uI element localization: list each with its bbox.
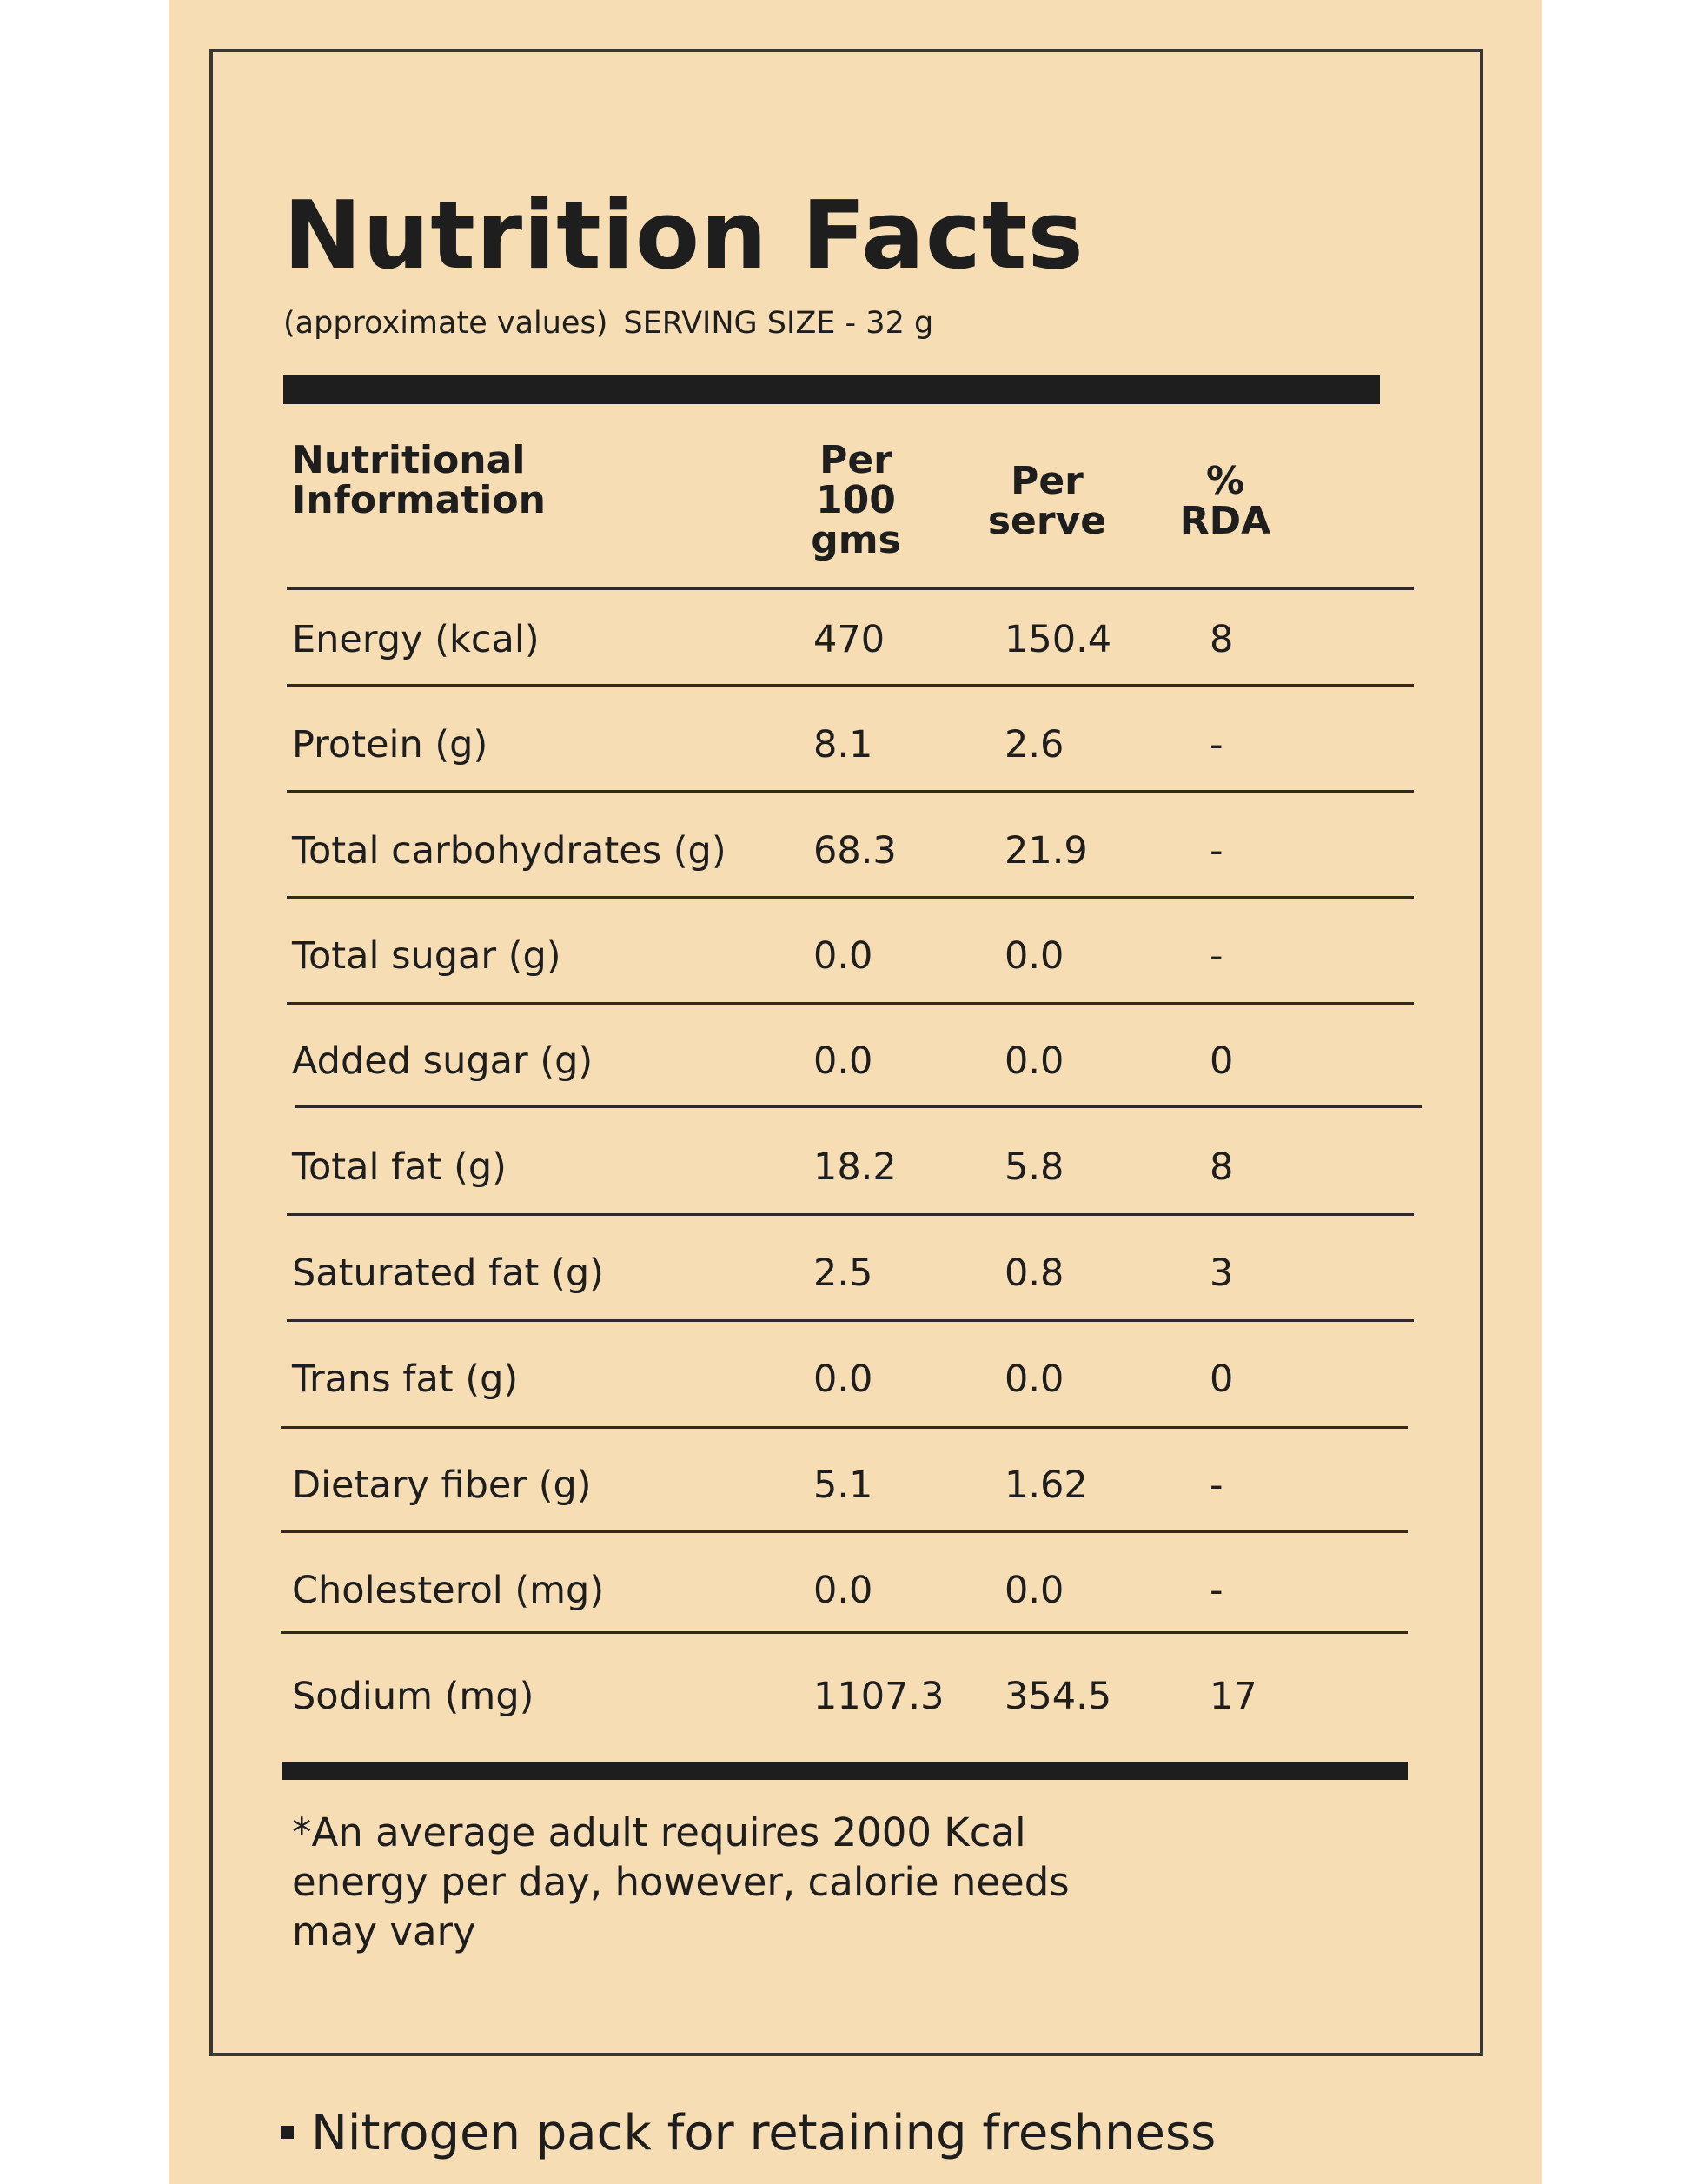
serving-info: (approximate values) SERVING SIZE - 32 g xyxy=(283,309,933,339)
value-per-100: 8.1 xyxy=(813,723,873,767)
value-rda: 8 xyxy=(1210,1145,1234,1189)
nutrient-name: Saturated fat (g) xyxy=(292,1251,604,1295)
value-per-100: 68.3 xyxy=(813,829,897,873)
value-rda: - xyxy=(1210,829,1223,873)
value-per-serve: 1.62 xyxy=(1005,1464,1088,1507)
value-per-100: 0.0 xyxy=(813,1358,873,1401)
header-nutritional-information: Nutritional Information xyxy=(292,441,553,521)
value-per-serve: 0.0 xyxy=(1005,1358,1064,1401)
nutrition-facts-title: Nutrition Facts xyxy=(283,182,1084,290)
header-name-text: Nutritional Information xyxy=(292,438,546,522)
value-per-100: 0.0 xyxy=(813,1569,873,1612)
table-row: Sodium (mg) 1107.3 354.5 17 xyxy=(287,1644,1416,1749)
table-row: Cholesterol (mg) 0.0 0.0 - xyxy=(287,1538,1416,1643)
product-info-panel xyxy=(169,0,1542,2184)
nutrient-name: Total sugar (g) xyxy=(292,934,561,978)
table-row: Total carbohydrates (g) 68.3 21.9 - xyxy=(287,799,1416,903)
row-divider xyxy=(295,1105,1422,1108)
value-per-serve: 0.8 xyxy=(1005,1251,1064,1295)
nutrient-name: Added sugar (g) xyxy=(292,1039,594,1083)
value-rda: - xyxy=(1210,723,1223,767)
nutrient-name: Dietary fiber (g) xyxy=(292,1464,592,1507)
nutrition-label-frame xyxy=(209,49,1483,2056)
value-per-serve: 0.0 xyxy=(1005,1569,1064,1612)
value-per-serve: 5.8 xyxy=(1005,1145,1064,1189)
nutrient-name: Sodium (mg) xyxy=(292,1675,534,1718)
value-per-serve: 0.0 xyxy=(1005,1039,1064,1083)
nutrient-name: Protein (g) xyxy=(292,723,488,767)
value-per-100: 5.1 xyxy=(813,1464,873,1507)
value-rda: 0 xyxy=(1210,1039,1234,1083)
value-per-100: 0.0 xyxy=(813,1039,873,1083)
value-per-serve: 21.9 xyxy=(1005,829,1088,873)
value-rda: 3 xyxy=(1210,1251,1234,1295)
header-per-100-text: Per 100 gms xyxy=(811,438,901,562)
row-divider xyxy=(281,1530,1408,1533)
header-rda: % RDA xyxy=(1164,461,1286,541)
table-row: Saturated fat (g) 2.5 0.8 3 xyxy=(287,1221,1416,1325)
table-row: Dietary fiber (g) 5.1 1.62 - xyxy=(287,1433,1416,1537)
value-rda: 17 xyxy=(1210,1675,1257,1718)
row-divider xyxy=(287,1319,1414,1322)
value-per-serve: 354.5 xyxy=(1005,1675,1112,1718)
value-per-100: 0.0 xyxy=(813,934,873,978)
nutrient-name: Cholesterol (mg) xyxy=(292,1569,605,1612)
bullet-icon xyxy=(281,2126,294,2140)
feature-item: Nitrogen pack for retaining freshness xyxy=(281,2103,1216,2164)
nutrient-name: Trans fat (g) xyxy=(292,1358,519,1401)
row-divider xyxy=(287,1213,1414,1216)
table-row: Protein (g) 8.1 2.6 - xyxy=(287,693,1416,797)
table-row: Total sugar (g) 0.0 0.0 - xyxy=(287,904,1416,1008)
nutrient-name: Total carbohydrates (g) xyxy=(292,829,726,873)
top-thick-rule xyxy=(283,375,1380,404)
row-divider xyxy=(281,1631,1408,1634)
bottom-thick-rule xyxy=(282,1762,1408,1780)
table-row: Trans fat (g) 0.0 0.0 0 xyxy=(287,1327,1416,1431)
value-rda: - xyxy=(1210,1569,1223,1612)
footnote: *An average adult requires 2000 Kcal ene… xyxy=(292,1809,1070,1955)
row-divider xyxy=(287,587,1414,590)
value-rda: - xyxy=(1210,934,1223,978)
nutrient-name: Energy (kcal) xyxy=(292,618,540,661)
value-per-serve: 2.6 xyxy=(1005,723,1064,767)
header-per-serve-text: Per serve xyxy=(987,459,1107,543)
table-row: Added sugar (g) 0.0 0.0 0 xyxy=(287,1009,1416,1113)
row-divider xyxy=(287,896,1414,899)
value-rda: 8 xyxy=(1210,618,1234,661)
value-per-100: 1107.3 xyxy=(813,1675,945,1718)
value-per-100: 2.5 xyxy=(813,1251,873,1295)
row-divider xyxy=(287,790,1414,793)
serving-size: SERVING SIZE - 32 g xyxy=(623,306,934,341)
approximate-values-note: (approximate values) xyxy=(283,306,608,341)
row-divider xyxy=(281,1426,1408,1429)
header-per-100: Per 100 gms xyxy=(791,441,921,561)
table-row: Energy (kcal) 470 150.4 8 xyxy=(287,587,1416,692)
value-per-100: 470 xyxy=(813,618,885,661)
nutrient-name: Total fat (g) xyxy=(292,1145,507,1189)
feature-text: Nitrogen pack for retaining freshness xyxy=(311,2105,1217,2161)
header-per-serve: Per serve xyxy=(973,461,1121,541)
header-rda-text: % RDA xyxy=(1179,459,1271,543)
value-per-100: 18.2 xyxy=(813,1145,897,1189)
table-row: Total fat (g) 18.2 5.8 8 xyxy=(287,1115,1416,1219)
value-per-serve: 150.4 xyxy=(1005,618,1112,661)
value-per-serve: 0.0 xyxy=(1005,934,1064,978)
row-divider xyxy=(287,684,1414,687)
value-rda: - xyxy=(1210,1464,1223,1507)
value-rda: 0 xyxy=(1210,1358,1234,1401)
row-divider xyxy=(287,1002,1414,1005)
